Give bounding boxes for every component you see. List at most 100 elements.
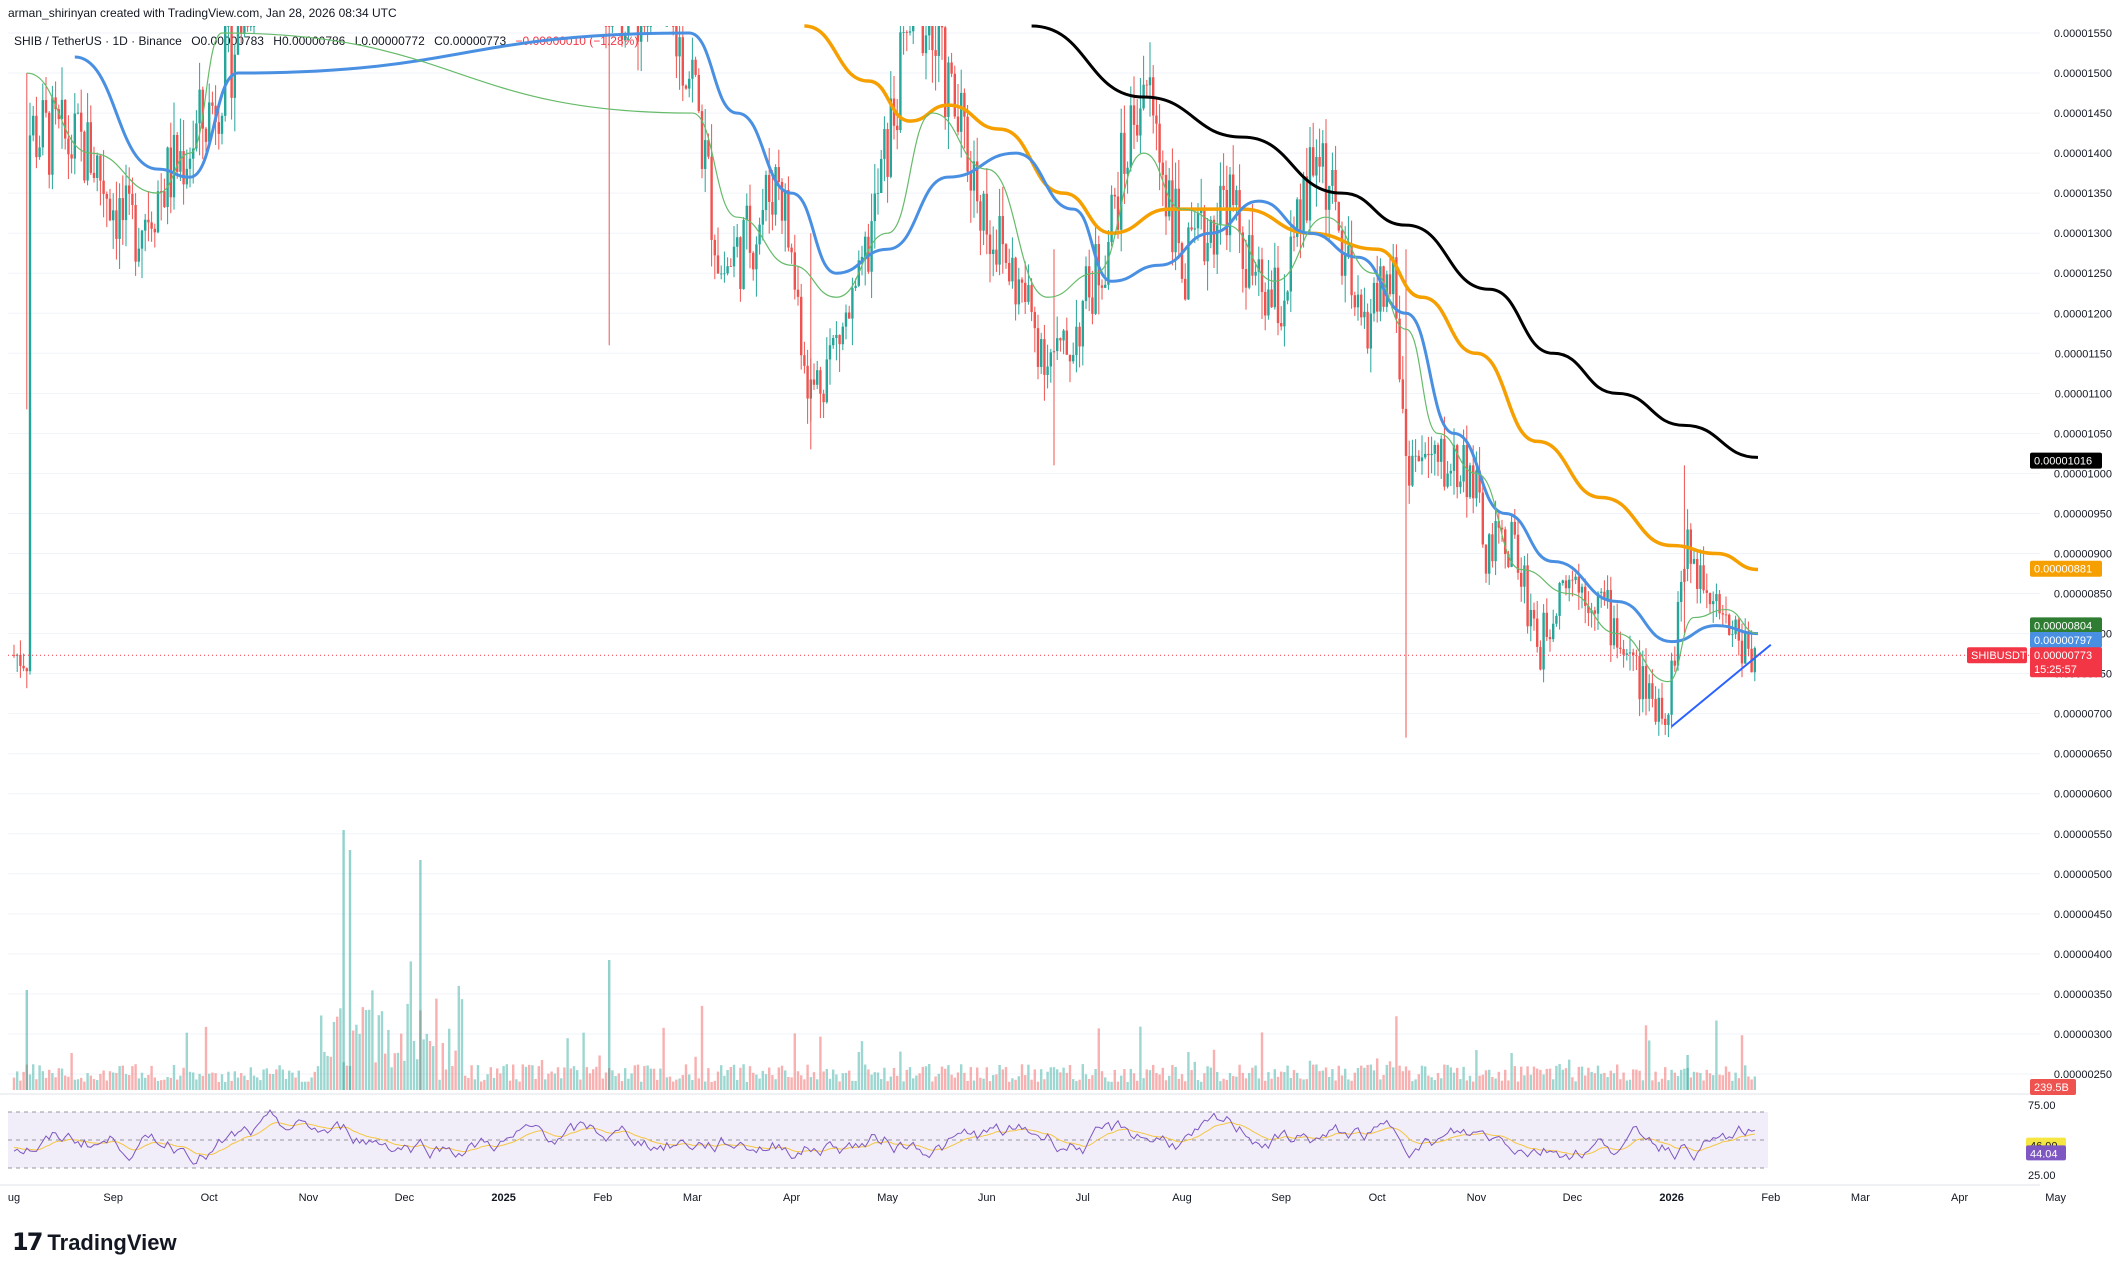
candle-body: [140, 230, 144, 249]
volume-bar: [272, 1074, 275, 1090]
volume-bar: [1529, 1074, 1532, 1090]
candle-body: [1740, 640, 1744, 664]
candle-body: [1417, 455, 1420, 462]
volume-bar: [16, 1071, 19, 1090]
candle-body: [1216, 225, 1219, 255]
candle-body: [1020, 279, 1024, 283]
candle-body: [1705, 590, 1708, 593]
candle-body: [1344, 255, 1347, 276]
time-label: Feb: [1761, 1192, 1780, 1204]
volume-bar: [806, 1064, 809, 1090]
price-tick: 0.00000650: [2054, 749, 2112, 761]
volume-bar: [681, 1075, 684, 1090]
candle-body: [1731, 634, 1734, 636]
volume-bar: [275, 1069, 278, 1090]
candle-body: [1283, 300, 1286, 327]
brand-label: TradingView: [47, 1229, 177, 1255]
candle-body: [1641, 666, 1644, 700]
volume-bar: [537, 1066, 540, 1090]
volume-bar: [934, 1076, 937, 1090]
trendline-layer[interactable]: [1670, 644, 1772, 728]
volume-bar: [1286, 1065, 1289, 1090]
symbol-name[interactable]: SHIB / TetherUS · 1D · Binance: [14, 34, 182, 48]
candle-body: [147, 219, 150, 223]
candle-body: [1164, 174, 1168, 217]
volume-bar: [745, 1081, 748, 1090]
volume-bar: [502, 1065, 505, 1090]
volume-bar: [838, 1081, 841, 1090]
candle-body: [1609, 589, 1612, 646]
candle-body: [1516, 534, 1520, 573]
volume-bar: [1273, 1069, 1276, 1090]
volume-bar: [912, 1078, 915, 1090]
volume-bar: [176, 1079, 179, 1090]
volume-bar: [1289, 1077, 1292, 1090]
candle-body: [108, 198, 112, 221]
candle-body: [937, 26, 940, 56]
candle-body: [1670, 660, 1673, 715]
volume-bar: [1216, 1071, 1219, 1090]
candle-body: [1270, 289, 1273, 308]
volume-bar: [236, 1077, 240, 1090]
candle-body: [1196, 213, 1200, 229]
price-tick: 0.00001200: [2054, 308, 2112, 320]
volume-bar: [640, 1081, 643, 1090]
candle-body: [1587, 605, 1590, 614]
candle-body: [1510, 521, 1513, 567]
volume-bar: [1632, 1069, 1635, 1090]
volume-bar: [566, 1038, 569, 1090]
candle-body: [1369, 313, 1372, 349]
price-tick: 0.00001300: [2054, 228, 2112, 240]
price-tick: 0.00001150: [2055, 348, 2112, 360]
candle-body: [1491, 534, 1494, 562]
price-tag-slow-bg: [2030, 560, 2102, 577]
time-axis[interactable]: ug Sep Oct Nov Dec 2025 Feb Mar Apr May Jun Jul Aug S…: [0, 1184, 2066, 1204]
volume-bar: [643, 1066, 646, 1090]
volume-bar: [185, 1032, 188, 1090]
volume-bar: [1564, 1068, 1568, 1090]
volume-bar: [1164, 1080, 1168, 1090]
volume-bar: [1420, 1065, 1424, 1090]
candle-body: [1619, 647, 1622, 650]
candle-body: [1360, 294, 1363, 318]
volume-bar: [1232, 1076, 1235, 1090]
price-tag-fast-bg: [2030, 617, 2102, 634]
candle-body: [1379, 266, 1382, 312]
volume-bar: [908, 1067, 912, 1090]
volume-bar: [956, 1072, 960, 1090]
candle-body: [1257, 259, 1260, 272]
candle-body: [1148, 77, 1152, 86]
tradingview-brand[interactable]: 𝟭𝟳 TradingView: [12, 1228, 177, 1257]
candle-body: [1228, 174, 1232, 236]
volume-bar: [412, 1040, 416, 1090]
candle-body: [1305, 176, 1308, 221]
volume-bar: [140, 1072, 144, 1090]
ma-line-slow: [804, 24, 1759, 572]
volume-bar: [822, 1071, 825, 1090]
candle-body: [1174, 188, 1177, 253]
volume-bar: [1398, 1065, 1401, 1090]
candle-body: [611, 26, 614, 27]
volume-bar: [128, 1074, 131, 1090]
candle-body: [1452, 445, 1456, 471]
candle-body: [768, 174, 771, 202]
volume-bar: [1171, 1064, 1174, 1090]
volume-bar: [803, 1079, 806, 1090]
volume-bar: [1702, 1080, 1705, 1090]
candle-body: [886, 129, 889, 177]
volume-bar: [521, 1064, 524, 1090]
volume-bar: [387, 1029, 390, 1090]
candle-body: [1616, 618, 1619, 648]
candle-body: [76, 112, 80, 114]
volume-bar: [316, 1066, 320, 1090]
candle-body: [195, 123, 198, 149]
volume-bar: [268, 1073, 272, 1090]
candle-body: [102, 180, 105, 195]
volume-bar: [867, 1069, 870, 1090]
volume-bar: [1094, 1069, 1097, 1090]
price-axis[interactable]: 0.00001550 0.00001500 0.00001450 0.00001400…: [2054, 28, 2112, 1081]
time-label: Jul: [1076, 1192, 1090, 1204]
volume-bar: [816, 1079, 819, 1090]
